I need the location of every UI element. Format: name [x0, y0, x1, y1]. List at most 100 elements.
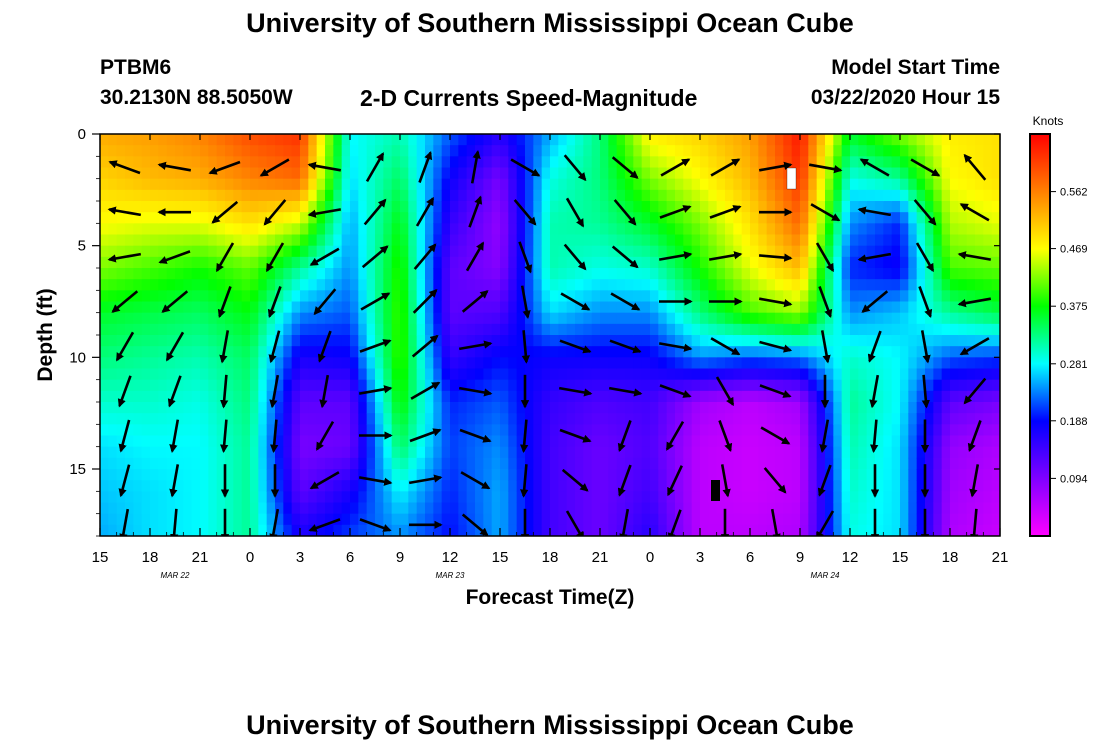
heat-cell [208, 145, 218, 157]
heat-cell [608, 469, 618, 481]
heat-cell [666, 134, 676, 146]
heat-cell [775, 491, 784, 504]
heat-cell [241, 457, 251, 470]
heat-cell [591, 368, 601, 381]
heat-cell [583, 491, 593, 504]
x-date-label: MAR 24 [811, 571, 840, 580]
heat-cell [241, 323, 251, 336]
heat-cell [991, 513, 1000, 526]
heat-cell [500, 390, 509, 403]
heat-cell [508, 268, 518, 280]
heat-cell [258, 256, 268, 269]
heat-cell [141, 145, 151, 157]
heat-cell [825, 223, 834, 236]
heat-cell [100, 424, 109, 437]
heat-cell [758, 357, 768, 370]
heat-cell [350, 502, 359, 515]
heat-cell [933, 301, 943, 314]
heat-cell [366, 346, 376, 358]
heat-cell [275, 457, 284, 470]
heat-cell [525, 279, 534, 291]
heat-cell [650, 189, 659, 202]
heat-cell [283, 424, 293, 437]
heat-cell [800, 245, 809, 258]
heat-cell [608, 234, 618, 247]
heat-cell [150, 480, 159, 492]
heat-cell [525, 256, 534, 269]
heat-cell [766, 156, 776, 169]
heat-cell [333, 290, 343, 303]
heat-cell [408, 513, 418, 526]
heat-cell [466, 167, 476, 180]
heat-cell [800, 234, 809, 247]
heat-cell [533, 323, 543, 336]
heat-cell [575, 301, 584, 314]
heat-cell [866, 145, 876, 157]
heat-cell [891, 524, 901, 536]
heat-cell [791, 502, 801, 515]
heat-cell [158, 268, 168, 280]
heat-cell [750, 446, 759, 459]
heat-cell [825, 390, 834, 403]
current-vector [819, 419, 830, 453]
heat-cell [925, 413, 934, 425]
heat-cell [616, 413, 626, 425]
heat-cell [516, 212, 526, 224]
heat-cell [408, 178, 418, 191]
current-vector [215, 242, 235, 273]
heat-cell [250, 290, 259, 303]
current-vector [108, 160, 141, 175]
heat-cell [300, 178, 309, 191]
heat-cell [500, 234, 509, 247]
heat-cell [541, 212, 551, 224]
heat-cell [675, 524, 684, 536]
heat-cell [625, 145, 634, 157]
heat-cell [308, 323, 318, 336]
heat-cell [100, 301, 109, 314]
heat-cell [433, 323, 443, 336]
heat-cell [125, 357, 134, 370]
heat-cell [316, 312, 326, 325]
heat-cell [633, 178, 643, 191]
heat-cell [808, 134, 818, 146]
heat-cell [808, 413, 818, 425]
heat-cell [391, 357, 401, 370]
heat-cell [458, 502, 468, 515]
heat-cell [533, 189, 543, 202]
heat-cell [291, 167, 301, 180]
heat-cell [600, 178, 609, 191]
heat-cell [500, 513, 509, 526]
heat-cell [150, 446, 159, 459]
heat-cell [633, 379, 643, 392]
heat-cell [825, 424, 834, 437]
heat-cell [666, 312, 676, 325]
heat-cell [366, 189, 376, 202]
heat-cell [875, 256, 884, 269]
heat-cell [641, 245, 651, 258]
heat-cell [183, 268, 193, 280]
heat-cell [683, 346, 693, 358]
heat-cell [200, 524, 209, 536]
heat-cell [516, 524, 526, 536]
heat-cell [358, 290, 368, 303]
heat-cell [650, 502, 659, 515]
heat-cell [375, 290, 384, 303]
heat-cell [291, 189, 301, 202]
heat-cell [958, 323, 968, 336]
heat-cell [266, 134, 276, 146]
heat-cell [300, 346, 309, 358]
heat-cell [508, 524, 518, 536]
heat-cell [350, 212, 359, 224]
heat-cell [975, 301, 984, 314]
heat-cell [908, 323, 918, 336]
heat-cell [158, 480, 168, 492]
heat-cell [916, 357, 926, 370]
heat-cell [400, 156, 409, 169]
heat-cell [850, 178, 859, 191]
heat-cell [191, 279, 201, 291]
heat-cell [991, 323, 1000, 336]
heat-cell [675, 201, 684, 213]
heat-cell [483, 201, 493, 213]
heat-cell [391, 189, 401, 202]
